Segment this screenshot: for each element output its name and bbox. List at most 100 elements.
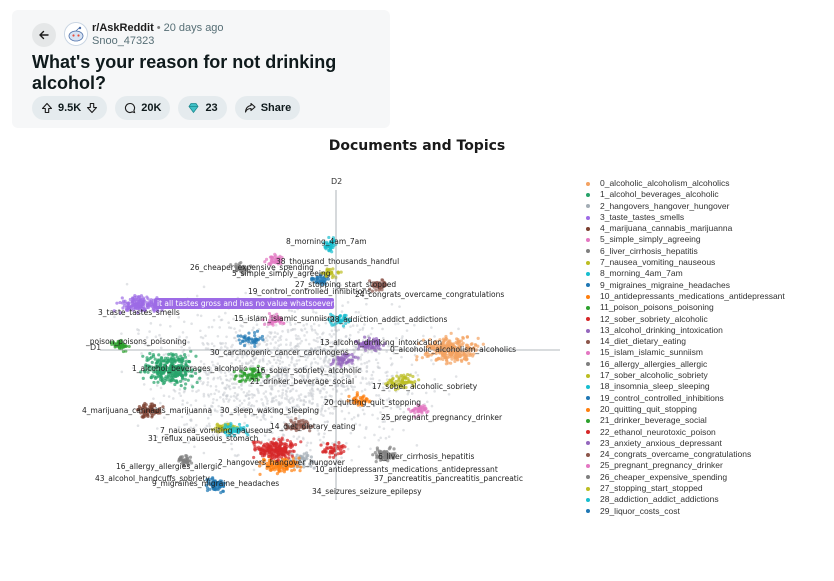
legend-item[interactable]: 26_cheaper_expensive_spending — [586, 472, 785, 483]
legend-item[interactable]: 3_taste_tastes_smells — [586, 212, 785, 223]
post-author[interactable]: Snoo_47323 — [92, 35, 155, 47]
legend-item[interactable]: 4_marijuana_cannabis_marijuanna — [586, 223, 785, 234]
award-button[interactable]: 23 — [178, 96, 227, 120]
topic-point — [159, 359, 163, 363]
legend-item[interactable]: 10_antidepressants_medications_antidepre… — [586, 291, 785, 302]
legend-item[interactable]: 13_alcohol_drinking_intoxication — [586, 325, 785, 336]
background-point — [290, 347, 293, 351]
background-point — [333, 368, 337, 372]
background-point — [350, 425, 354, 429]
post-title: What's your reason for not drinking alco… — [32, 52, 337, 93]
background-point — [186, 401, 189, 405]
topic-point — [459, 339, 463, 343]
subreddit-name[interactable]: r/AskReddit — [92, 22, 154, 34]
background-point — [268, 384, 272, 388]
share-button[interactable]: Share — [234, 96, 301, 120]
legend-item[interactable]: 25_pregnant_pregnancy_drinker — [586, 460, 785, 471]
background-point — [358, 423, 362, 427]
legend-item[interactable]: 23_anxiety_anxious_depressant — [586, 438, 785, 449]
legend-item[interactable]: 9_migraines_migraine_headaches — [586, 280, 785, 291]
topic-point — [350, 361, 354, 365]
topic-point — [136, 302, 140, 306]
topic-point — [309, 464, 313, 468]
background-point — [402, 428, 405, 432]
legend-item[interactable]: 0_alcoholic_alcoholism_alcoholics — [586, 178, 785, 189]
background-point — [283, 397, 287, 400]
legend-item[interactable]: 16_allergy_allergies_allergic — [586, 359, 785, 370]
background-point — [261, 379, 265, 383]
background-point — [317, 351, 321, 354]
topic-point — [156, 380, 160, 384]
background-point — [288, 411, 291, 415]
legend-item[interactable]: 19_control_controlled_inhibitions — [586, 393, 785, 404]
background-point — [331, 412, 334, 415]
background-point — [211, 433, 215, 437]
background-point — [326, 365, 329, 368]
topic-point — [319, 443, 323, 447]
upvote-icon[interactable] — [41, 102, 53, 114]
legend-item[interactable]: 20_quitting_quit_stopping — [586, 404, 785, 415]
cluster-label: 21_drinker_beverage_social — [250, 377, 354, 386]
downvote-icon[interactable] — [86, 102, 98, 114]
topic-point — [132, 300, 137, 304]
legend-item[interactable]: 8_morning_4am_7am — [586, 268, 785, 279]
legend-item[interactable]: 2_hangovers_hangover_hungover — [586, 201, 785, 212]
topic-point — [174, 353, 178, 357]
background-point — [179, 394, 183, 398]
background-point — [120, 370, 124, 374]
legend-item[interactable]: 27_stopping_start_stopped — [586, 483, 785, 494]
background-point — [180, 415, 184, 419]
legend-label: 16_allergy_allergies_allergic — [600, 358, 708, 369]
legend-item[interactable]: 24_congrats_overcame_congratulations — [586, 449, 785, 460]
legend-item[interactable]: 21_drinker_beverage_social — [586, 415, 785, 426]
topic-point — [454, 340, 458, 344]
background-point — [332, 332, 336, 336]
background-point — [202, 394, 206, 398]
legend-item[interactable]: 18_insomnia_sleep_sleeping — [586, 381, 785, 392]
cluster-label: 25_pregnant_pregnancy_drinker — [381, 413, 503, 422]
legend-item[interactable]: 22_ethanol_neurotoxic_poison — [586, 427, 785, 438]
background-point — [232, 399, 236, 402]
background-point — [181, 399, 185, 402]
legend-item[interactable]: 14_diet_dietary_eating — [586, 336, 785, 347]
background-point — [305, 322, 309, 326]
background-point — [384, 416, 387, 419]
legend-item[interactable]: 6_liver_cirrhosis_hepatitis — [586, 246, 785, 257]
legend-item[interactable]: 5_simple_simply_agreeing — [586, 234, 785, 245]
background-point — [277, 374, 280, 378]
topic-point — [156, 369, 160, 373]
topic-point — [283, 448, 287, 452]
legend-item[interactable]: 15_islam_islamic_sunniism — [586, 347, 785, 358]
legend-item[interactable]: 1_alcohol_beverages_alcoholic — [586, 189, 785, 200]
background-point — [312, 338, 316, 342]
legend-swatch — [586, 249, 590, 254]
legend-item[interactable]: 12_sober_sobriety_alcoholic — [586, 314, 785, 325]
back-button[interactable] — [32, 23, 56, 47]
legend-item[interactable]: 7_nausea_vomiting_nauseous — [586, 257, 785, 268]
comments-button[interactable]: 20K — [115, 96, 171, 120]
topic-point — [442, 347, 446, 351]
topic-point — [461, 336, 465, 340]
topic-point — [274, 447, 278, 451]
legend-swatch — [586, 226, 590, 231]
background-point — [390, 363, 393, 367]
topic-point — [292, 449, 296, 453]
background-point — [287, 398, 291, 402]
topic-point — [272, 256, 277, 260]
background-point — [361, 377, 364, 381]
background-point — [243, 399, 246, 402]
legend-item[interactable]: 17_sober_alcoholic_sobriety — [586, 370, 785, 381]
background-point — [329, 374, 332, 377]
legend-item[interactable]: 28_addiction_addict_addictions — [586, 494, 785, 505]
background-point — [305, 444, 308, 447]
topic-point — [157, 365, 161, 369]
background-point — [268, 335, 272, 339]
subreddit-avatar[interactable] — [64, 22, 88, 46]
topic-point — [170, 364, 175, 368]
background-point — [148, 330, 151, 333]
legend-item[interactable]: 29_liquor_costs_cost — [586, 506, 785, 517]
topic-point — [148, 410, 152, 414]
background-point — [238, 329, 242, 332]
legend-item[interactable]: 11_poison_poisons_poisoning — [586, 302, 785, 313]
background-point — [359, 314, 363, 318]
